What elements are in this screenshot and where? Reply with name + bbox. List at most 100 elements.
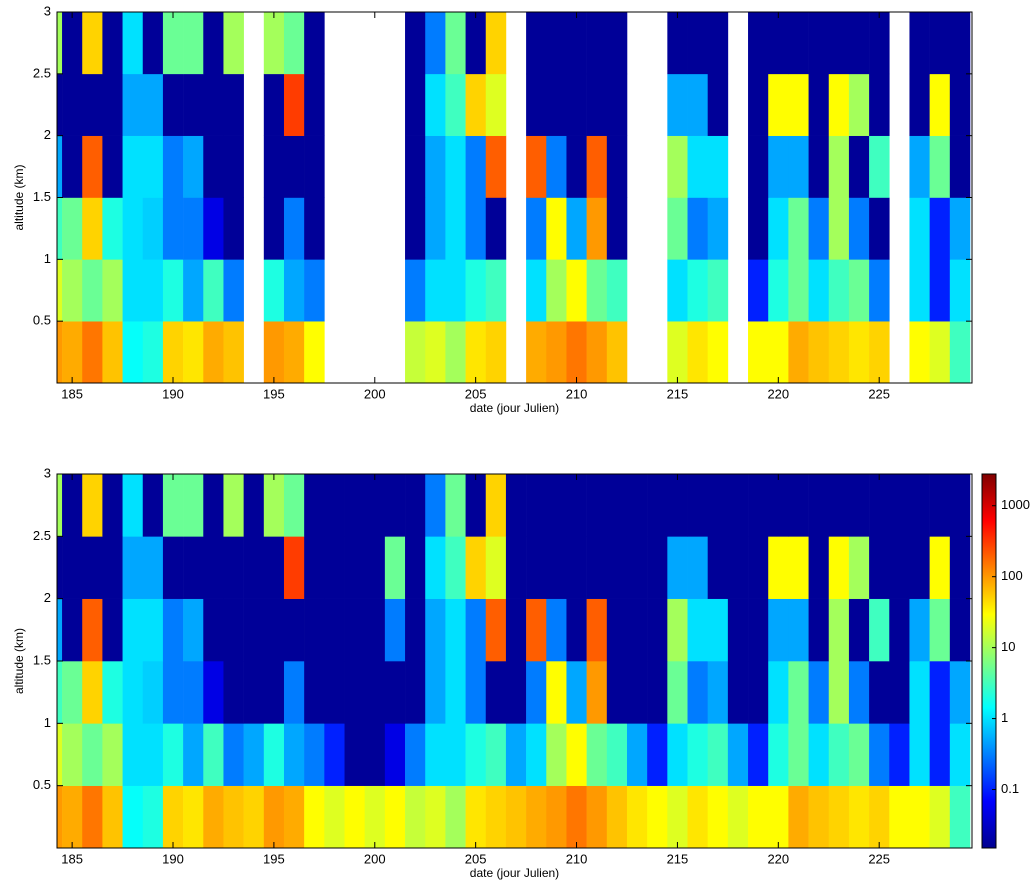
heat-cell: [304, 197, 325, 260]
heat-cell: [223, 259, 244, 322]
y-tick-label: 0.5: [33, 313, 51, 328]
heat-cell: [465, 197, 487, 260]
heat-cell: [526, 723, 547, 786]
heat-cell: [606, 536, 628, 599]
heat-cell: [203, 474, 224, 537]
heat-cell: [122, 723, 144, 786]
heat-cell: [707, 73, 729, 136]
heat-cell: [122, 135, 144, 198]
heat-cell: [142, 197, 164, 260]
heat-cell: [122, 259, 144, 322]
heat-cell: [263, 474, 285, 537]
heat-cell: [626, 785, 648, 848]
heat-cell: [122, 73, 144, 136]
heat-cell: [687, 259, 708, 322]
heat-cell: [203, 598, 224, 662]
heat-cell: [546, 321, 567, 383]
heat-cell: [687, 785, 708, 848]
heat-cell: [384, 598, 406, 662]
heat-cell: [748, 73, 769, 136]
y-tick-label: 2.5: [33, 65, 51, 80]
heat-cell: [687, 474, 708, 537]
heat-cell: [909, 661, 930, 724]
heat-cell: [183, 12, 204, 75]
y-axis-label: altitude (km): [12, 628, 26, 694]
heat-cell: [687, 73, 708, 136]
heat-cell: [263, 259, 285, 322]
heat-cell: [768, 73, 789, 136]
heat-cell: [768, 474, 789, 537]
heat-cell: [566, 135, 587, 198]
heat-cell: [667, 661, 688, 724]
heat-cell: [102, 598, 123, 662]
heat-cell: [283, 135, 305, 198]
y-tick-label: 2: [44, 127, 51, 142]
heat-cell: [667, 259, 688, 322]
heat-cell: [566, 723, 587, 786]
heat-cell: [909, 135, 930, 198]
heat-cell: [848, 785, 870, 848]
heat-cell: [465, 321, 487, 383]
heat-cell: [526, 197, 547, 260]
heat-cell: [485, 259, 507, 322]
cells: [57, 474, 971, 848]
heat-cell: [828, 135, 850, 198]
heat-cell: [909, 598, 930, 662]
heat-cell: [405, 785, 426, 848]
heat-cell: [57, 536, 63, 599]
y-tick-label: 2.5: [33, 528, 51, 543]
heat-cell: [57, 135, 63, 198]
heat-cell: [808, 135, 830, 198]
heat-cell: [909, 12, 930, 75]
heat-cell: [223, 12, 244, 75]
heat-cell: [62, 785, 83, 848]
heat-cell: [465, 474, 487, 537]
heat-cell: [57, 197, 63, 260]
heat-cell: [606, 661, 628, 724]
heat-cell: [768, 12, 789, 75]
heat-cell: [203, 321, 224, 383]
y-tick-label: 3: [44, 465, 51, 480]
heat-cell: [324, 661, 345, 724]
heat-cell: [223, 321, 244, 383]
heat-cell: [848, 197, 870, 260]
heat-cell: [304, 259, 325, 322]
heat-cell: [283, 661, 305, 724]
heat-cell: [344, 474, 365, 537]
heat-cell: [788, 536, 809, 599]
heat-cell: [748, 12, 769, 75]
heat-cell: [304, 723, 325, 786]
heat-cell: [707, 12, 729, 75]
heat-cell: [626, 661, 648, 724]
heat-cell: [566, 536, 587, 599]
heat-cell: [82, 197, 103, 260]
heat-cell: [929, 598, 951, 662]
heat-cell: [183, 536, 204, 599]
x-tick-label: 215: [667, 386, 689, 401]
x-tick-label: 190: [162, 386, 184, 401]
heat-cell: [727, 661, 749, 724]
heat-cell: [162, 536, 184, 599]
heat-cell: [485, 321, 507, 383]
heat-cell: [788, 785, 809, 848]
heat-cell: [465, 785, 487, 848]
heat-cell: [142, 259, 164, 322]
heat-cell: [546, 197, 567, 260]
heat-cell: [445, 197, 466, 260]
heat-cell: [203, 73, 224, 136]
heat-cell: [445, 73, 466, 136]
heat-cell: [183, 135, 204, 198]
heat-cell: [546, 723, 567, 786]
heat-cell: [667, 536, 688, 599]
heat-cell: [142, 135, 164, 198]
y-tick-label: 1.5: [33, 652, 51, 667]
x-tick-label: 185: [61, 851, 83, 866]
heat-cell: [344, 536, 365, 599]
heat-cell: [263, 73, 285, 136]
heat-cell: [929, 259, 951, 322]
heat-cell: [647, 723, 668, 786]
heat-cell: [526, 474, 547, 537]
heat-cell: [283, 321, 305, 383]
heat-cell: [687, 598, 708, 662]
